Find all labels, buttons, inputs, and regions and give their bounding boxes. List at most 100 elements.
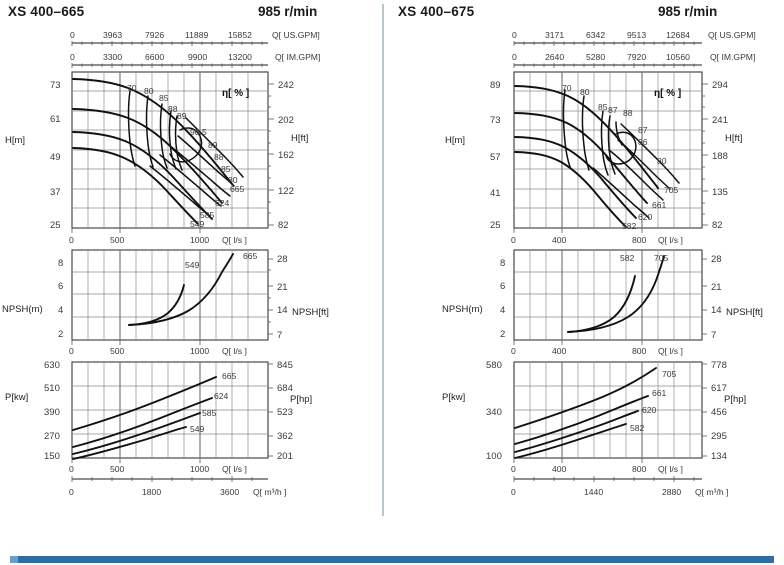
eff-label-90-5: 90.5 [190, 127, 207, 137]
q-tick-right-p-2: 800 [632, 464, 647, 474]
php-tick-right-1: 617 [711, 383, 727, 394]
q-tick-left-p-1: 500 [110, 464, 125, 474]
q-axis-label-right-npsh: Q[ l/s ] [658, 346, 683, 356]
hft-tick-left-4: 82 [278, 220, 289, 231]
pump-curve-panel-left: XS 400–665 985 r/min .gl{stroke:#8e8e8e;… [0, 0, 382, 520]
efficiency-axis-label: η[ % ] [222, 88, 249, 99]
power-curve-661 [514, 395, 649, 445]
npsh-curve-705 [567, 255, 665, 333]
q-tick-right-h-1: 400 [552, 235, 567, 245]
php-axis-label-right: P[hp] [724, 394, 746, 405]
usgpm-axis-label: Q[ US.GPM] [272, 30, 320, 40]
head-curve-705 [514, 85, 659, 189]
hft-axis-label-left: H[ft] [291, 133, 308, 144]
power-curve-549 [72, 426, 187, 460]
eff-contour-88 [168, 110, 177, 170]
q-tick-left-npsh-1: 500 [110, 346, 125, 356]
h-axis-label-left: H[m] [5, 135, 25, 146]
p-axis-label-right: P[kw] [442, 392, 465, 403]
impeller-label-549: 549 [190, 219, 205, 229]
eff-label-88-lower: 88 [214, 152, 224, 162]
impeller-label-585: 585 [200, 210, 215, 220]
eff-contour-89-lower [177, 135, 235, 187]
h-tick-left-3: 37 [50, 187, 61, 198]
power-curve-705 [514, 367, 657, 429]
eff-contour-diag-inner-right [620, 123, 680, 184]
eff-contour-86-lower-right [608, 149, 664, 201]
npsh-axis-label-right: NPSH(m) [442, 304, 483, 315]
usgpm-tick-2: 7926 [145, 30, 164, 40]
q-tick-left-h-2: 1000 [190, 235, 209, 245]
p-tick-left-2: 390 [44, 407, 60, 418]
npsh-tick-left-3: 2 [58, 329, 63, 340]
eff-contour-87-right [607, 115, 616, 175]
p-tick-left-3: 270 [44, 431, 60, 442]
top-scale-usgpm-left: 0 3963 7926 11889 15852 Q[ US.GPM] [70, 30, 320, 46]
php-tick-left-3: 362 [277, 431, 293, 442]
q-tick-right-npsh-0: 0 [511, 346, 516, 356]
usgpm-tick-right-2: 6342 [586, 30, 605, 40]
impeller-label-582: 582 [622, 221, 637, 231]
npshft-axis-label-right: NPSH[ft] [726, 307, 763, 318]
php-tick-left-1: 684 [277, 383, 293, 394]
npshft-tick-right-0: 28 [711, 254, 722, 265]
eff-label-88: 88 [168, 104, 178, 114]
hft-tick-left-2: 162 [278, 150, 294, 161]
q-tick-left-h-1: 500 [110, 235, 125, 245]
eff-contour-90-5 [169, 127, 203, 163]
power-label-620: 620 [642, 405, 657, 415]
hft-tick-right-4: 82 [712, 220, 723, 231]
h-axis-label-right: H[m] [445, 135, 465, 146]
m3h-axis-label-right: Q[ m³/h ] [695, 487, 728, 497]
npsh-tick-right-2: 4 [500, 305, 505, 316]
q-tick-left-npsh-2: 1000 [190, 346, 209, 356]
npsh-chart-left: 8 6 4 2 NPSH(m) 28 21 14 7 NPSH[ft] 549 … [2, 249, 329, 356]
php-tick-left-4: 201 [277, 451, 293, 462]
q-tick-left-npsh-0: 0 [69, 346, 74, 356]
eff-label-70-right: 70 [562, 83, 572, 93]
hft-tick-left-1: 202 [278, 115, 294, 126]
q-tick-left-h-0: 0 [69, 235, 74, 245]
imgpm-tick-1: 3300 [103, 52, 122, 62]
head-curve-582 [514, 151, 627, 228]
hft-tick-right-0: 294 [712, 80, 728, 91]
q-tick-right-npsh-2: 800 [632, 346, 647, 356]
h-tick-left-0: 73 [50, 80, 61, 91]
power-chart-left: 630 510 390 270 150 P[kw] 845 684 523 36… [5, 360, 312, 497]
eff-contour-80 [145, 95, 154, 168]
eff-contour-diag-inner [185, 117, 244, 178]
head-curve-661 [514, 112, 648, 204]
usgpm-tick-right-1: 3171 [545, 30, 564, 40]
eff-label-89-lower: 89 [208, 140, 218, 150]
head-curve-624 [72, 108, 223, 204]
npshft-tick-right-2: 14 [711, 305, 722, 316]
eff-contour-87-lower-right [617, 139, 671, 190]
p-tick-right-0: 580 [486, 360, 502, 371]
eff-label-89: 89 [177, 111, 187, 121]
power-label-582: 582 [630, 423, 645, 433]
imgpm-tick-2: 6600 [145, 52, 164, 62]
usgpm-tick-1: 3963 [103, 30, 122, 40]
npsh-curve-549 [128, 284, 185, 326]
imgpm-tick-right-0: 0 [512, 52, 517, 62]
npsh-axis-label-left: NPSH(m) [2, 304, 43, 315]
eff-label-85-right: 85 [598, 102, 608, 112]
imgpm-tick-3: 9900 [188, 52, 207, 62]
hft-tick-right-3: 135 [712, 187, 728, 198]
npsh-tick-right-1: 6 [500, 281, 505, 292]
npsh-label-549: 549 [185, 260, 200, 270]
m3h-tick-right-2: 2880 [662, 487, 681, 497]
impeller-label-624: 624 [215, 198, 230, 208]
npshft-axis-label-left: NPSH[ft] [292, 307, 329, 318]
hft-axis-label-right: H[ft] [725, 133, 742, 144]
p-tick-right-2: 100 [486, 451, 502, 462]
m3h-tick-right-0: 0 [511, 487, 516, 497]
eff-label-87-lower-right: 87 [638, 125, 648, 135]
usgpm-tick-0: 0 [70, 30, 75, 40]
eff-contour-85 [159, 103, 168, 169]
npsh-label-582: 582 [620, 253, 635, 263]
efficiency-axis-label-right: η[ % ] [654, 88, 681, 99]
power-label-624: 624 [214, 391, 229, 401]
npshft-tick-left-3: 7 [277, 330, 282, 341]
eff-contour-80-right [581, 95, 590, 171]
